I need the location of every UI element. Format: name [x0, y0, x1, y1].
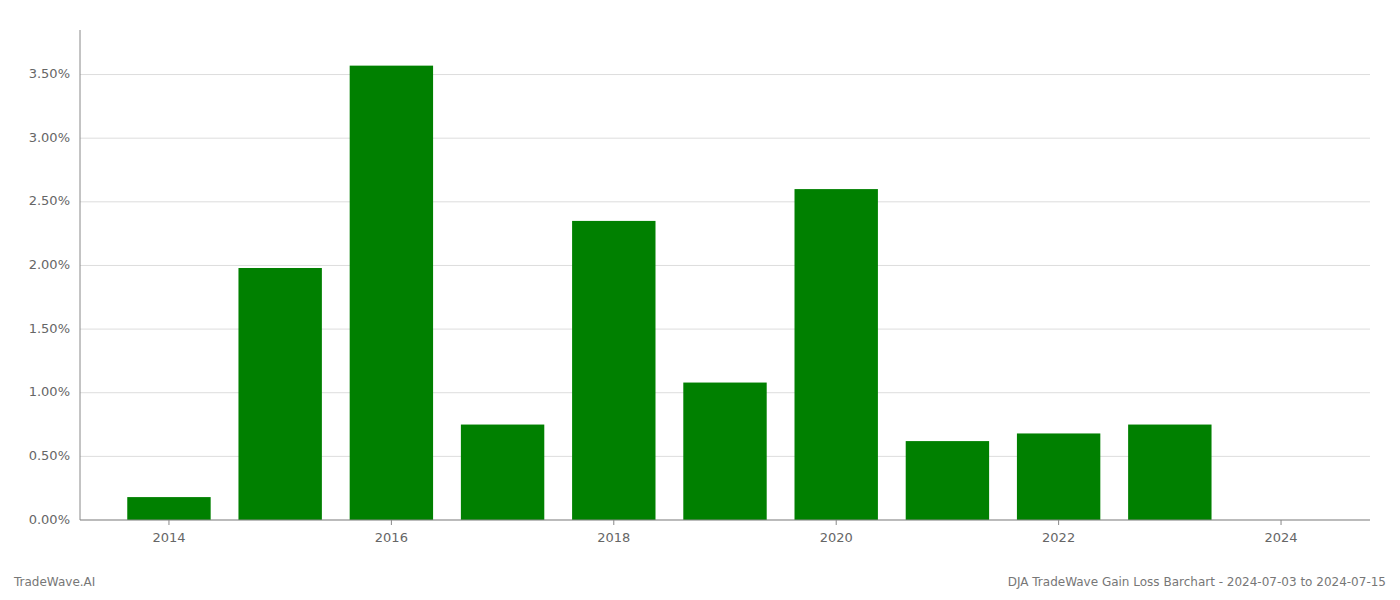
footer-left: TradeWave.AI — [13, 575, 95, 589]
grid-line — [80, 138, 1370, 139]
bar — [350, 66, 433, 520]
bars — [127, 66, 1211, 520]
chart: 0.00% 0.50% 1.00% 1.50% 2.00% 2.50% 3.00% 3.50%… — [0, 0, 1400, 600]
x-tick-label: 2022 — [1042, 530, 1075, 545]
bar — [1128, 425, 1211, 520]
x-tick — [1058, 520, 1059, 525]
y-tick-label: 0.50% — [29, 448, 70, 463]
grid-line — [80, 520, 1370, 521]
bar — [127, 497, 210, 520]
y-tick-label: 1.50% — [29, 321, 70, 336]
x-tick-label: 2018 — [597, 530, 630, 545]
x-tick-label: 2024 — [1264, 530, 1297, 545]
y-axis-line — [80, 30, 81, 520]
y-tick-label: 3.50% — [29, 66, 70, 81]
y-tick-label: 2.50% — [29, 193, 70, 208]
grid-line — [80, 265, 1370, 266]
bar — [238, 268, 321, 520]
y-tick-label: 0.00% — [29, 512, 70, 527]
x-tick-label: 2020 — [820, 530, 853, 545]
y-grid — [80, 75, 1370, 520]
x-tick — [168, 520, 169, 525]
bar — [906, 441, 989, 520]
y-tick-label: 3.00% — [29, 130, 70, 145]
x-axis-line — [80, 520, 1370, 521]
x-tick-label: 2016 — [375, 530, 408, 545]
grid-line — [80, 201, 1370, 202]
x-tick — [1281, 520, 1282, 525]
footer-right: DJA TradeWave Gain Loss Barchart - 2024-… — [1008, 575, 1386, 589]
bar — [1017, 433, 1100, 520]
bar — [683, 383, 766, 520]
x-tick — [613, 520, 614, 525]
bar — [572, 221, 655, 520]
y-tick-label: 2.00% — [29, 257, 70, 272]
x-tick — [391, 520, 392, 525]
bar — [795, 189, 878, 520]
x-tick — [836, 520, 837, 525]
y-tick-label: 1.00% — [29, 384, 70, 399]
grid-line — [80, 74, 1370, 75]
bar — [461, 425, 544, 520]
x-tick-label: 2014 — [152, 530, 185, 545]
